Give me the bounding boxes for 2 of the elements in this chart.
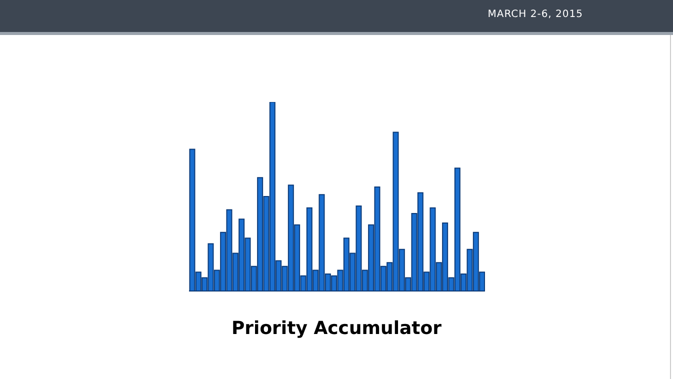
text: Priority Accumulator [230, 318, 443, 339]
text: MARCH 2-6, 2015 [488, 9, 583, 20]
